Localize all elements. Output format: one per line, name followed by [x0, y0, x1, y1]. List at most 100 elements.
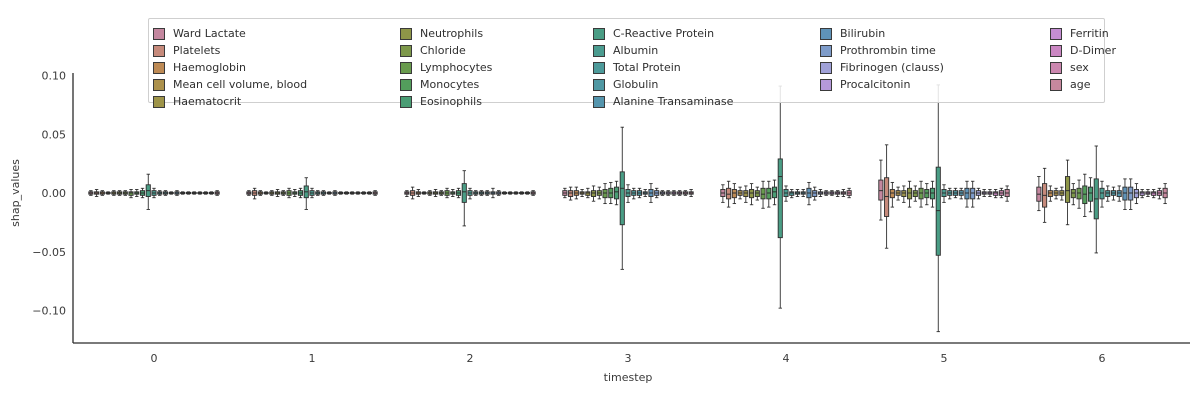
- y-tick-label: −0.05: [32, 246, 66, 259]
- legend-item-fibrinogen-clauss-: Fibrinogen (clauss): [820, 59, 944, 76]
- box-fibrinogen-clauss-: [1133, 189, 1139, 199]
- box-ward-lactate: [878, 179, 884, 201]
- legend-item-sex: sex: [1050, 59, 1116, 76]
- box-haemoglobin: [889, 189, 895, 199]
- legend-swatch-icon: [820, 61, 832, 74]
- box-bilirubin: [964, 187, 970, 200]
- box-bilirubin: [1122, 186, 1128, 201]
- box-platelets: [884, 177, 890, 217]
- box-platelets: [568, 190, 574, 197]
- box-monocytes: [1082, 185, 1088, 205]
- legend-item-label: Lymphocytes: [420, 61, 493, 74]
- y-tick-label: −0.10: [32, 305, 66, 318]
- x-tick-label: 2: [467, 352, 474, 365]
- box-lymphocytes: [1076, 187, 1082, 200]
- box-eosinophils: [771, 186, 778, 199]
- legend-swatch-icon: [153, 95, 165, 108]
- legend-item-mean-cell-volume-blood: Mean cell volume, blood: [153, 76, 307, 93]
- x-tick-label: 3: [625, 352, 632, 365]
- box-monocytes: [924, 189, 930, 199]
- legend-item-label: Eosinophils: [420, 95, 482, 108]
- box-eosinophils: [929, 187, 936, 200]
- box-lymphocytes: [602, 189, 608, 199]
- legend-item-label: Platelets: [173, 44, 221, 57]
- legend-swatch-icon: [593, 95, 605, 108]
- box-albumin: [1099, 187, 1105, 200]
- box-haematocrit: [743, 190, 749, 197]
- legend-item-label: Chloride: [420, 44, 466, 57]
- legend-swatch-icon: [400, 61, 412, 74]
- legend-column: Ward Lactate Platelets Haemoglobin Mean cel…: [153, 25, 307, 110]
- legend-item-label: Ward Lactate: [173, 27, 246, 40]
- box-c-reactive-protein: [935, 166, 941, 256]
- legend-swatch-icon: [153, 78, 165, 91]
- box-prothrombin-time: [1128, 186, 1134, 201]
- legend-item-c-reactive-protein: C-Reactive Protein: [593, 25, 733, 42]
- box-eosinophils: [1087, 186, 1094, 202]
- x-axis-label: timestep: [604, 371, 653, 384]
- legend-item-prothrombin-time: Prothrombin time: [820, 42, 944, 59]
- x-tick-label: 1: [309, 352, 316, 365]
- legend-item-total-protein: Total Protein: [593, 59, 733, 76]
- box-d-dimer: [1151, 191, 1157, 196]
- legend-item-label: Mean cell volume, blood: [173, 78, 308, 91]
- legend-item-label: Alanine Transaminase: [613, 95, 734, 108]
- box-lymphocytes: [918, 187, 924, 200]
- legend-swatch-icon: [400, 78, 412, 91]
- box-platelets: [726, 187, 732, 200]
- legend-swatch-icon: [593, 61, 605, 74]
- box-prothrombin-time: [970, 187, 976, 200]
- legend-item-ward-lactate: Ward Lactate: [153, 25, 307, 42]
- legend-swatch-icon: [400, 95, 412, 108]
- legend-item-label: Bilirubin: [840, 27, 886, 40]
- legend-item-haemoglobin: Haemoglobin: [153, 59, 307, 76]
- x-tick-label: 6: [1099, 352, 1106, 365]
- legend-item-haematocrit: Haematocrit: [153, 93, 307, 110]
- box-chloride: [1070, 189, 1076, 199]
- box-lymphocytes: [128, 191, 134, 196]
- x-tick-label: 0: [151, 352, 158, 365]
- legend-item-ferritin: Ferritin: [1050, 25, 1116, 42]
- legend-column: Ferritin D-Dimer sex age: [1050, 25, 1116, 93]
- y-tick-label: 0.00: [42, 187, 67, 200]
- legend-item-label: Haematocrit: [173, 95, 242, 108]
- box-c-reactive-protein: [619, 171, 625, 226]
- legend-item-albumin: Albumin: [593, 42, 733, 59]
- legend-item-eosinophils: Eosinophils: [400, 93, 492, 110]
- legend-box: Ward Lactate Platelets Haemoglobin Mean cel…: [148, 18, 1116, 108]
- legend-swatch-icon: [1050, 78, 1062, 91]
- legend-item-monocytes: Monocytes: [400, 76, 492, 93]
- legend-item-label: Monocytes: [420, 78, 480, 91]
- legend-item-platelets: Platelets: [153, 42, 307, 59]
- y-tick-label: 0.05: [42, 128, 67, 141]
- legend-swatch-icon: [820, 44, 832, 57]
- legend-swatch-icon: [153, 61, 165, 74]
- box-eosinophils: [613, 186, 620, 200]
- legend-item-label: Haemoglobin: [173, 61, 247, 74]
- legend-swatch-icon: [153, 27, 165, 40]
- legend-swatch-icon: [593, 78, 605, 91]
- legend-swatch-icon: [593, 44, 605, 57]
- box-neutrophils: [591, 190, 597, 197]
- legend-item-label: Total Protein: [613, 61, 681, 74]
- legend-item-label: Ferritin: [1070, 27, 1109, 40]
- x-tick-label: 4: [783, 352, 790, 365]
- legend-item-label: Globulin: [613, 78, 659, 91]
- legend-item-label: Albumin: [613, 44, 659, 57]
- legend-swatch-icon: [1050, 27, 1062, 40]
- legend-swatch-icon: [1050, 61, 1062, 74]
- box-lymphocytes: [760, 187, 766, 200]
- legend-item-label: Procalcitonin: [840, 78, 911, 91]
- box-neutrophils: [749, 189, 755, 199]
- legend-swatch-icon: [820, 27, 832, 40]
- legend-column: Bilirubin Prothrombin time Fibrinogen (cla…: [820, 25, 944, 93]
- box-procalcitonin: [1139, 191, 1145, 196]
- box-c-reactive-protein: [461, 183, 467, 203]
- legend-item-chloride: Chloride: [400, 42, 492, 59]
- legend-item-label: Fibrinogen (clauss): [840, 61, 944, 74]
- legend-item-bilirubin: Bilirubin: [820, 25, 944, 42]
- legend-swatch-icon: [400, 44, 412, 57]
- legend-column: C-Reactive Protein Albumin Total Protein Gl…: [593, 25, 733, 110]
- box-neutrophils: [1065, 176, 1071, 203]
